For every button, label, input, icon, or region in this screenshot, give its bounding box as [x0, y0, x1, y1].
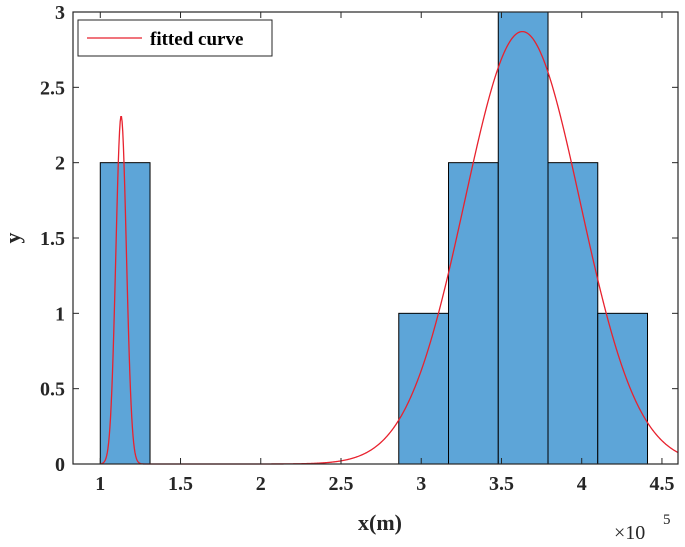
bar-2	[448, 162, 499, 465]
y-tick-label: 1.5	[40, 228, 65, 250]
x-axis-label: x(m)	[358, 510, 402, 535]
x-axis-exponent-power: 5	[663, 512, 671, 528]
y-tick-label: 2	[55, 153, 65, 175]
x-axis-ticks: 1 1.5 2 2.5 3 3.5 4 4.5	[95, 12, 674, 495]
x-tick-label: 3	[416, 473, 426, 495]
x-tick-label: 3.5	[489, 473, 514, 495]
bar-4	[547, 162, 599, 465]
x-tick-label: 2.5	[328, 473, 353, 495]
x-axis-exponent-base: ×10	[614, 522, 645, 544]
x-tick-label: 1	[95, 473, 105, 495]
y-axis-ticks: 0 0.5 1 1.5 2 2.5 3	[40, 2, 678, 476]
x-tick-label: 4	[577, 473, 587, 495]
legend: fitted curve	[77, 19, 273, 57]
y-axis-label: y	[0, 233, 25, 244]
bar-1	[398, 312, 450, 465]
y-tick-label: 1	[55, 303, 65, 325]
y-tick-label: 2.5	[40, 77, 65, 99]
x-tick-label: 2	[256, 473, 266, 495]
bar-series	[99, 11, 649, 465]
y-tick-label: 3	[55, 2, 65, 24]
bar-5	[597, 312, 649, 465]
x-axis-exponent: ×10 5	[614, 512, 671, 544]
x-tick-label: 4.5	[649, 473, 674, 495]
legend-entry-fitted-curve: fitted curve	[150, 29, 243, 50]
y-tick-label: 0.5	[40, 379, 65, 401]
x-tick-label: 1.5	[168, 473, 193, 495]
bar-3	[497, 11, 549, 465]
y-tick-label: 0	[55, 454, 65, 476]
